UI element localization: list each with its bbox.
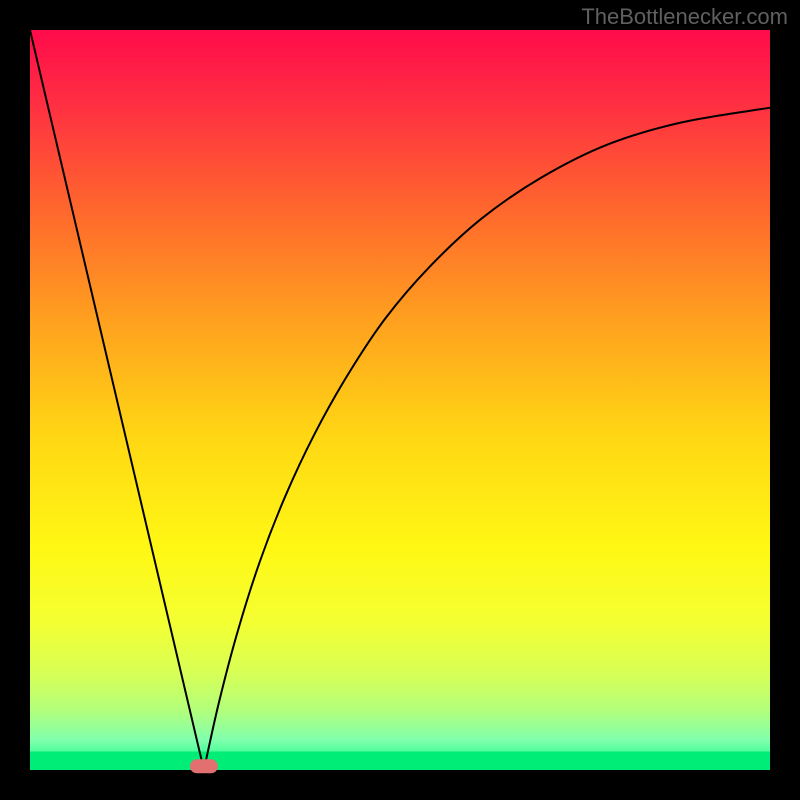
watermark-text: TheBottlenecker.com bbox=[581, 4, 788, 30]
bottleneck-chart bbox=[0, 0, 800, 800]
baseline-strip bbox=[30, 752, 770, 771]
optimal-marker bbox=[190, 759, 218, 773]
chart-container: TheBottlenecker.com bbox=[0, 0, 800, 800]
gradient-background bbox=[30, 30, 770, 770]
